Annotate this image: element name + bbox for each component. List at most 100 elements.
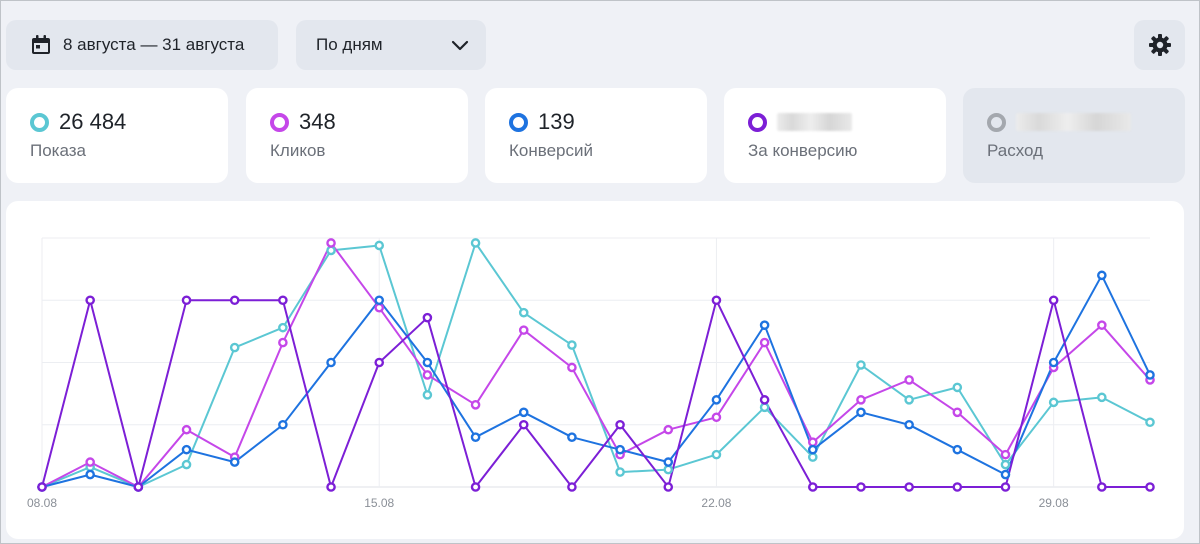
series-point-1 [1145, 417, 1155, 428]
series-indicator-icon [748, 112, 767, 132]
series-point-3 [1000, 469, 1011, 480]
series-point-4 [711, 295, 722, 306]
series-point-3 [615, 444, 625, 455]
series-point-3 [567, 432, 577, 442]
metric-value-hidden [777, 113, 852, 131]
series-point-3 [278, 419, 288, 430]
gear-icon [1148, 34, 1171, 56]
series-point-4 [518, 419, 529, 430]
series-point-4 [278, 295, 288, 306]
series-point-3 [807, 444, 818, 455]
series-point-1 [711, 449, 722, 460]
series-point-4 [856, 482, 866, 492]
series-indicator-icon [987, 112, 1006, 132]
series-point-1 [518, 307, 529, 318]
series-point-1 [759, 402, 770, 413]
series-line-1 [41, 242, 1151, 488]
series-point-3 [518, 407, 529, 418]
series-point-1 [615, 467, 625, 477]
series-point-3 [856, 407, 866, 418]
series-point-1 [422, 390, 433, 400]
series-point-4 [1000, 482, 1011, 492]
series-point-2 [856, 395, 866, 405]
series-point-1 [1000, 459, 1011, 470]
series-point-4 [759, 395, 770, 405]
series-point-1 [1048, 397, 1059, 408]
metric-value: 26 484 [59, 109, 127, 134]
x-tick-label: 15.08 [364, 496, 394, 510]
series-point-2 [85, 457, 95, 467]
series-point-4 [133, 482, 144, 492]
series-point-4 [470, 482, 481, 492]
series-point-3 [904, 419, 914, 430]
metric-value-hidden [1016, 113, 1131, 131]
metric-label: Расход [987, 141, 1044, 160]
period-select[interactable]: По дням [296, 20, 486, 70]
metric-label: Кликов [270, 141, 326, 160]
series-point-2 [181, 424, 192, 435]
series-point-1 [229, 342, 240, 353]
series-indicator-icon [509, 112, 528, 132]
series-point-1 [567, 340, 577, 350]
series-point-2 [470, 400, 481, 410]
chart-panel: 08.08 15.08 22.08 29.08 [6, 201, 1184, 539]
series-indicator-icon [270, 112, 289, 132]
series-point-1 [326, 245, 336, 256]
series-point-4 [85, 295, 95, 306]
calendar-icon [32, 35, 50, 54]
series-point-2 [663, 424, 674, 435]
period-select-value: По дням [316, 35, 383, 54]
series-point-1 [181, 459, 192, 470]
series-point-3 [181, 444, 192, 455]
series-point-3 [229, 457, 240, 467]
series-point-4 [615, 419, 625, 430]
metric-value: 139 [538, 109, 575, 134]
series-point-2 [1000, 449, 1011, 460]
date-range-button[interactable]: 8 августа — 31 августа [6, 20, 278, 70]
series-point-2 [326, 238, 336, 248]
series-point-3 [711, 395, 722, 405]
series-point-2 [952, 407, 963, 418]
metric-card-conversions[interactable]: 139 Конверсий [485, 88, 707, 183]
series-point-2 [567, 362, 577, 373]
series-point-3 [759, 320, 770, 330]
metric-card-cost-per-conversion[interactable]: За конверсию [724, 88, 946, 183]
series-point-4 [663, 482, 674, 492]
series-point-1 [1097, 392, 1107, 403]
date-range-label: 8 августа — 31 августа [63, 35, 245, 54]
series-point-2 [904, 375, 914, 385]
series-point-3 [422, 357, 433, 368]
metric-value: 348 [299, 109, 336, 134]
series-point-3 [374, 295, 385, 306]
series-point-1 [663, 464, 674, 475]
metric-label: Конверсий [509, 141, 593, 160]
series-point-2 [278, 337, 288, 348]
series-point-3 [1048, 357, 1059, 368]
line-chart: 08.08 15.08 22.08 29.08 [27, 237, 1155, 510]
series-point-3 [326, 357, 336, 368]
series-point-4 [1145, 482, 1155, 492]
settings-button[interactable] [1134, 20, 1185, 70]
metric-card-impressions[interactable]: 26 484 Показа [6, 88, 228, 183]
series-point-4 [807, 482, 818, 492]
series-point-2 [711, 412, 722, 423]
series-point-2 [1097, 320, 1107, 330]
series-point-4 [181, 295, 192, 306]
series-point-1 [470, 238, 481, 248]
series-point-3 [1097, 270, 1107, 281]
metric-card-spend[interactable]: Расход [963, 88, 1185, 183]
series-point-4 [952, 482, 963, 492]
series-point-4 [37, 482, 47, 492]
series-point-1 [952, 382, 963, 393]
series-indicator-icon [30, 112, 49, 132]
series-line-2 [41, 242, 1151, 488]
series-point-4 [374, 357, 385, 368]
series-point-1 [278, 322, 288, 333]
x-tick-label: 29.08 [1039, 496, 1069, 510]
series-point-3 [952, 444, 963, 455]
metric-label: За конверсию [748, 141, 858, 160]
series-point-4 [567, 482, 577, 492]
metric-card-clicks[interactable]: 348 Кликов [246, 88, 468, 183]
series-line-4 [41, 299, 1150, 488]
